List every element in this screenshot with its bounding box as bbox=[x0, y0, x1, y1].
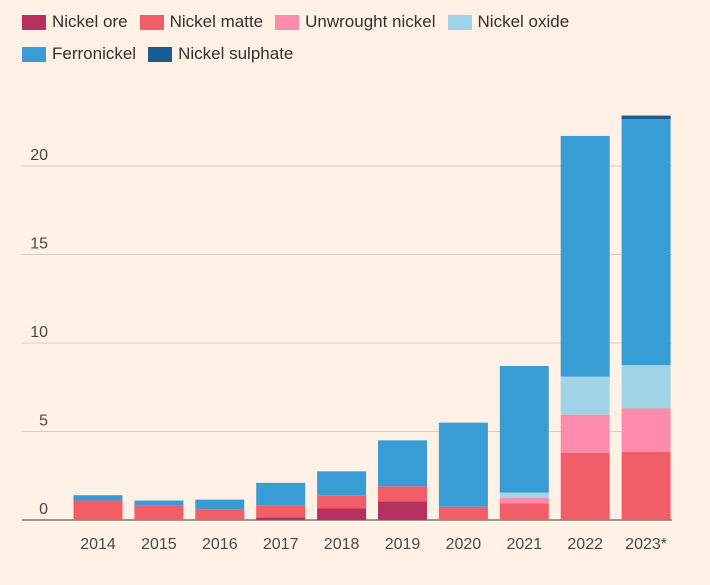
bar-nickel-ore-2017 bbox=[256, 517, 306, 520]
legend-swatch-unwrought-nickel bbox=[275, 14, 300, 30]
bar-unwrought-nickel-2021 bbox=[499, 497, 549, 504]
x-tick-label: 2015 bbox=[141, 536, 177, 553]
y-tick-label: 20 bbox=[30, 147, 48, 164]
bar-ferronickel-2017 bbox=[256, 482, 306, 506]
bar-nickel-matte-2016 bbox=[195, 509, 245, 520]
bar-ferronickel-2014 bbox=[73, 495, 123, 501]
legend-swatch-nickel-ore bbox=[22, 14, 46, 30]
bar-nickel-oxide-2022 bbox=[560, 376, 610, 415]
bar-nickel-ore-2018 bbox=[317, 508, 367, 520]
bar-unwrought-nickel-2022 bbox=[560, 414, 610, 453]
x-tick-label: 2020 bbox=[446, 536, 482, 553]
bar-ferronickel-2023 bbox=[621, 119, 671, 366]
bar-nickel-matte-2015 bbox=[134, 505, 184, 520]
bar-nickel-matte-2018 bbox=[317, 495, 367, 509]
y-tick-label: 5 bbox=[39, 413, 48, 430]
x-tick-label: 2022 bbox=[567, 536, 603, 553]
bar-ferronickel-2016 bbox=[195, 499, 245, 510]
bar-nickel-matte-2023 bbox=[621, 451, 671, 520]
legend-item-ferronickel: Ferronickel bbox=[22, 44, 136, 64]
bar-unwrought-nickel-2023 bbox=[621, 408, 671, 452]
legend-item-unwrought-nickel: Unwrought nickel bbox=[275, 12, 436, 32]
legend-item-nickel-matte: Nickel matte bbox=[139, 12, 264, 32]
legend-item-nickel-oxide: Nickel oxide bbox=[447, 12, 570, 32]
bar-nickel-oxide-2023 bbox=[621, 365, 671, 409]
x-tick-label: 2014 bbox=[80, 536, 116, 553]
y-tick-label: 0 bbox=[39, 501, 48, 518]
bar-nickel-matte-2021 bbox=[499, 503, 549, 520]
y-tick-label: 10 bbox=[30, 324, 48, 341]
x-tick-label: 2018 bbox=[324, 536, 360, 553]
legend-item-nickel-sulphate: Nickel sulphate bbox=[148, 44, 293, 64]
bar-ferronickel-2020 bbox=[438, 422, 488, 507]
legend-swatch-nickel-matte bbox=[139, 14, 164, 30]
bar-nickel-matte-2017 bbox=[256, 505, 306, 518]
bar-nickel-sulphate-2023 bbox=[621, 115, 671, 120]
bars bbox=[73, 115, 671, 520]
legend-swatch-nickel-oxide bbox=[447, 14, 472, 30]
bar-nickel-ore-2019 bbox=[378, 501, 427, 520]
x-tick-label: 2019 bbox=[385, 536, 421, 553]
legend-label-nickel-matte: Nickel matte bbox=[169, 12, 264, 31]
bar-ferronickel-2021 bbox=[499, 366, 549, 493]
legend-swatch-nickel-sulphate bbox=[148, 46, 173, 62]
bar-nickel-matte-2019 bbox=[378, 486, 427, 502]
legend: Nickel ore Nickel matte Unwrought nickel Ni… bbox=[22, 12, 702, 64]
y-tick-labels: 0 5 10 15 20 bbox=[30, 147, 48, 518]
x-tick-label: 2016 bbox=[202, 536, 238, 553]
legend-item-nickel-ore: Nickel ore bbox=[22, 12, 128, 32]
legend-label-nickel-ore: Nickel ore bbox=[52, 12, 128, 31]
legend-swatch-ferronickel bbox=[22, 46, 46, 62]
x-tick-labels: 2014 2015 2016 2017 2018 2019 2020 2021 2022 2023… bbox=[80, 536, 667, 553]
bar-ferronickel-2018 bbox=[317, 471, 367, 496]
bar-ferronickel-2015 bbox=[134, 500, 184, 506]
legend-label-nickel-oxide: Nickel oxide bbox=[477, 12, 570, 31]
legend-label-ferronickel: Ferronickel bbox=[52, 44, 137, 63]
y-tick-label: 15 bbox=[30, 236, 48, 253]
bar-ferronickel-2022 bbox=[560, 135, 610, 377]
bar-nickel-matte-2020 bbox=[438, 506, 488, 520]
legend-label-nickel-sulphate: Nickel sulphate bbox=[178, 44, 294, 63]
legend-label-unwrought-nickel: Unwrought nickel bbox=[305, 12, 436, 31]
x-tick-label: 2023* bbox=[625, 536, 667, 553]
bar-nickel-oxide-2021 bbox=[499, 492, 549, 498]
x-tick-label: 2021 bbox=[507, 536, 543, 553]
bar-nickel-matte-2022 bbox=[560, 452, 610, 520]
bar-ferronickel-2019 bbox=[378, 440, 427, 487]
x-tick-label: 2017 bbox=[263, 536, 299, 553]
bar-nickel-matte-2014 bbox=[73, 500, 123, 520]
